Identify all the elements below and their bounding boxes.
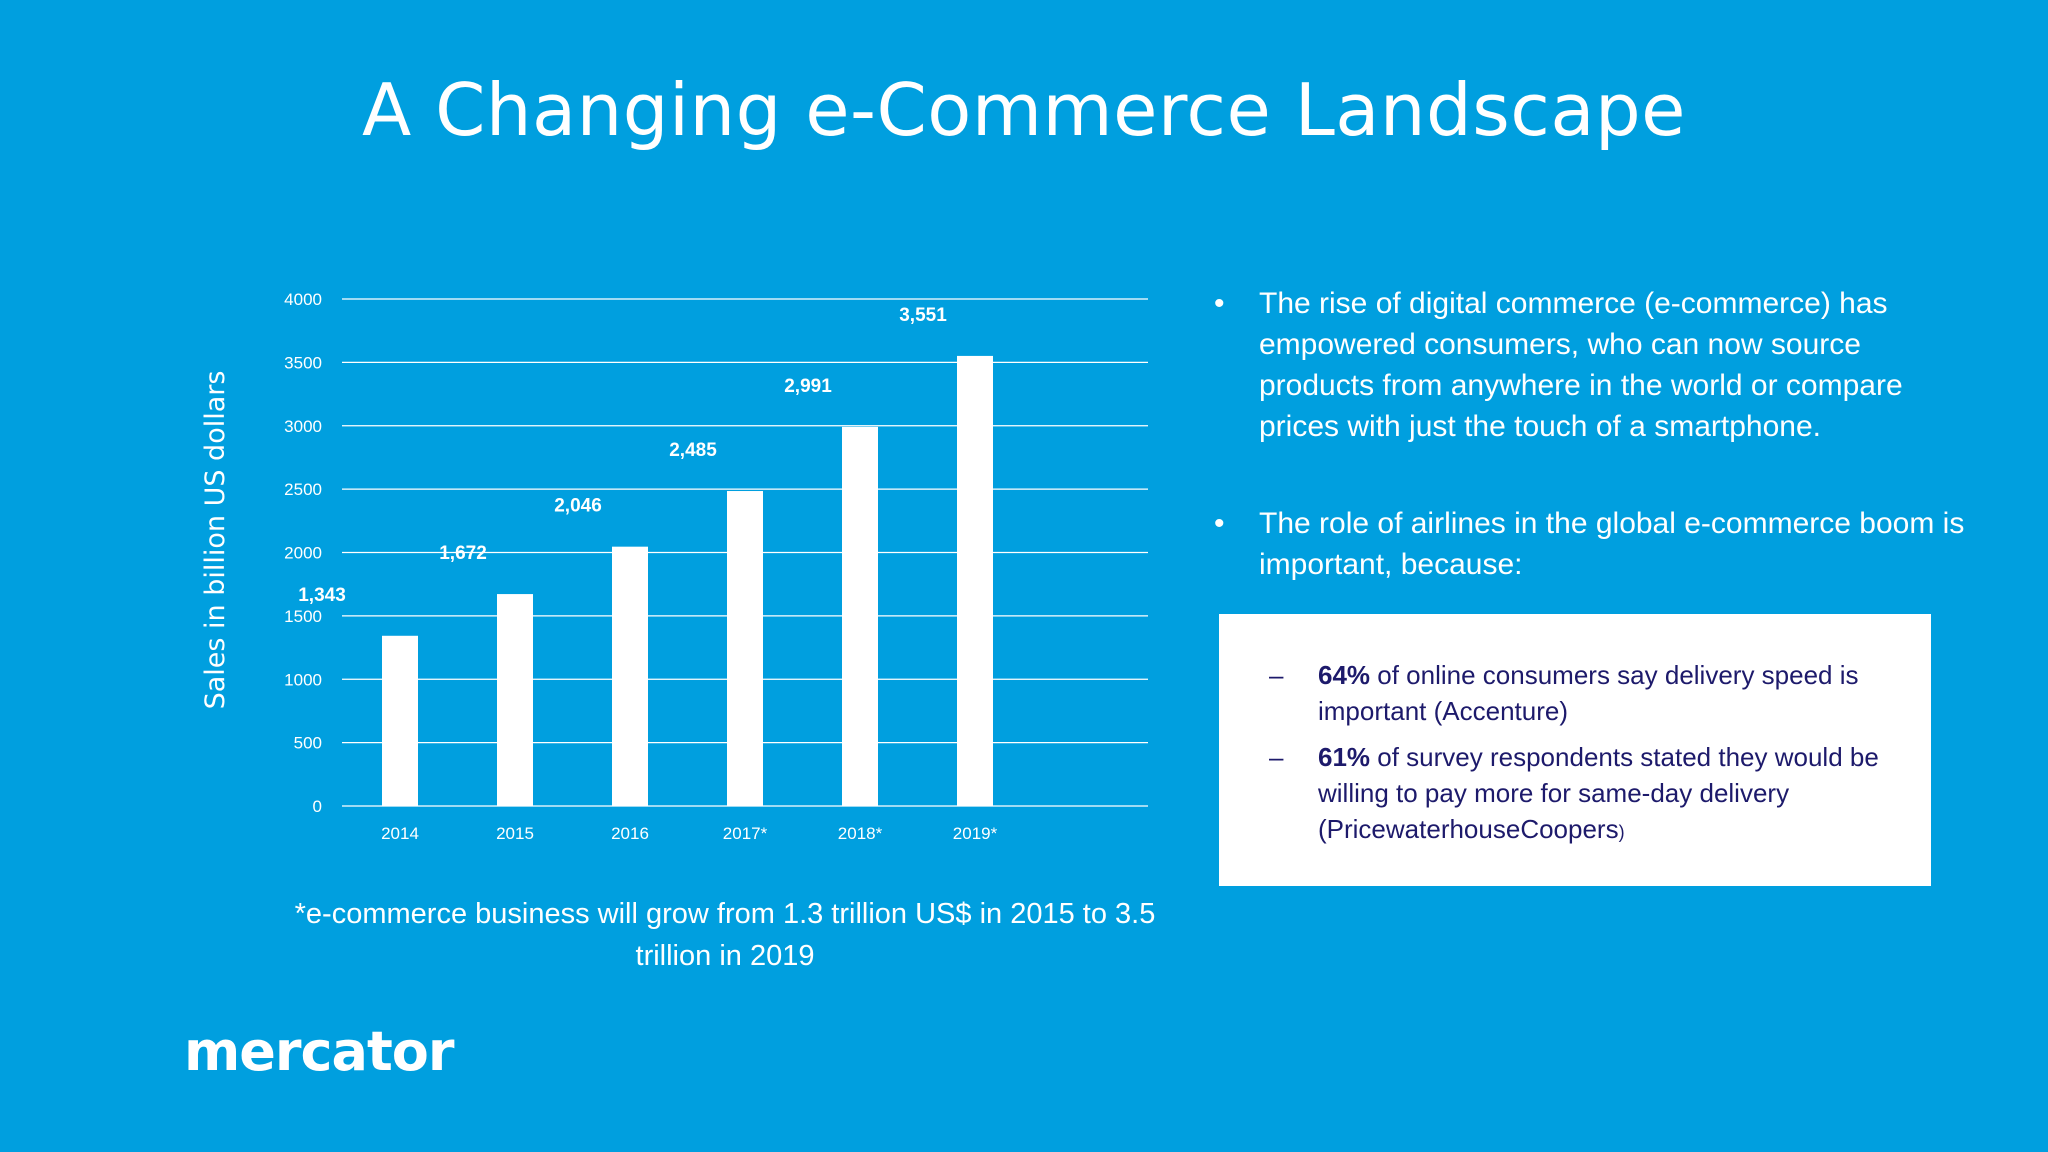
y-axis-label: Sales in billion US dollars [200,371,231,710]
x-tick-label: 2014 [381,824,419,843]
mercator-logo: mercator [184,1020,455,1083]
bar-2018 [842,426,878,806]
x-tick-label: 2017* [723,824,768,843]
x-tick-label: 2018* [838,824,883,843]
y-tick-label: 4000 [284,290,322,309]
bar-2019 [957,355,993,806]
y-tick-label: 1000 [284,670,322,689]
callout-item: – 61% of survey respondents stated they … [1269,739,1891,850]
bar-data-label: 2,485 [669,440,717,461]
bar-2014 [382,635,418,806]
chart-footnote: *e-commerce business will grow from 1.3 … [294,898,1156,972]
y-tick-label: 0 [313,797,322,816]
bar-data-label: 1,343 [298,585,346,606]
y-tick-label: 3500 [284,353,322,372]
bar-2015 [497,594,533,806]
bar-data-label: 1,672 [439,543,487,564]
x-tick-labels: 2014 2015 2016 2017* 2018* 2019* [381,824,998,843]
dash-icon: – [1269,742,1284,772]
bullet-item: • The role of airlines in the global e-c… [1214,503,1974,585]
slide-title: A Changing e-Commerce Landscape [362,68,1686,152]
callout-item: – 64% of online consumers say delivery s… [1269,657,1891,732]
bullet-text: The rise of digital commerce (e-commerce… [1259,287,1903,443]
stat-text: of online consumers say delivery speed i… [1318,660,1859,726]
y-tick-label: 3000 [284,417,322,436]
x-tick-label: 2019* [953,824,998,843]
y-tick-label: 1500 [284,607,322,626]
y-tick-labels: 0 500 1000 1500 2000 2500 3000 3500 4000 [284,290,322,816]
bullet-dot-icon: • [1214,287,1225,320]
bar-data-labels: 1,343 1,672 2,046 2,485 2,991 3,551 [298,305,947,606]
bar-2017 [727,491,763,806]
x-tick-label: 2015 [496,824,534,843]
bullet-list: • The rise of digital commerce (e-commer… [1214,283,1974,641]
bullet-item: • The rise of digital commerce (e-commer… [1214,283,1974,447]
stat-percent: 61% [1318,742,1371,772]
bar-data-label: 3,551 [899,305,947,326]
bullet-text: The role of airlines in the global e-com… [1259,507,1965,581]
bar-2016 [612,546,648,806]
bar-data-label: 2,991 [784,376,832,397]
y-tick-label: 2000 [284,544,322,563]
stat-percent: 64% [1318,660,1371,690]
stat-source-tail: ) [1618,822,1625,842]
bullet-dot-icon: • [1214,507,1225,540]
bar-data-label: 2,046 [554,496,602,517]
x-tick-label: 2016 [611,824,649,843]
y-tick-label: 500 [294,734,322,753]
y-tick-label: 2500 [284,480,322,499]
dash-icon: – [1269,660,1284,690]
stats-callout-box: – 64% of online consumers say delivery s… [1219,614,1931,886]
chart-bars [382,355,993,806]
stat-text: of survey respondents stated they would … [1318,742,1879,844]
